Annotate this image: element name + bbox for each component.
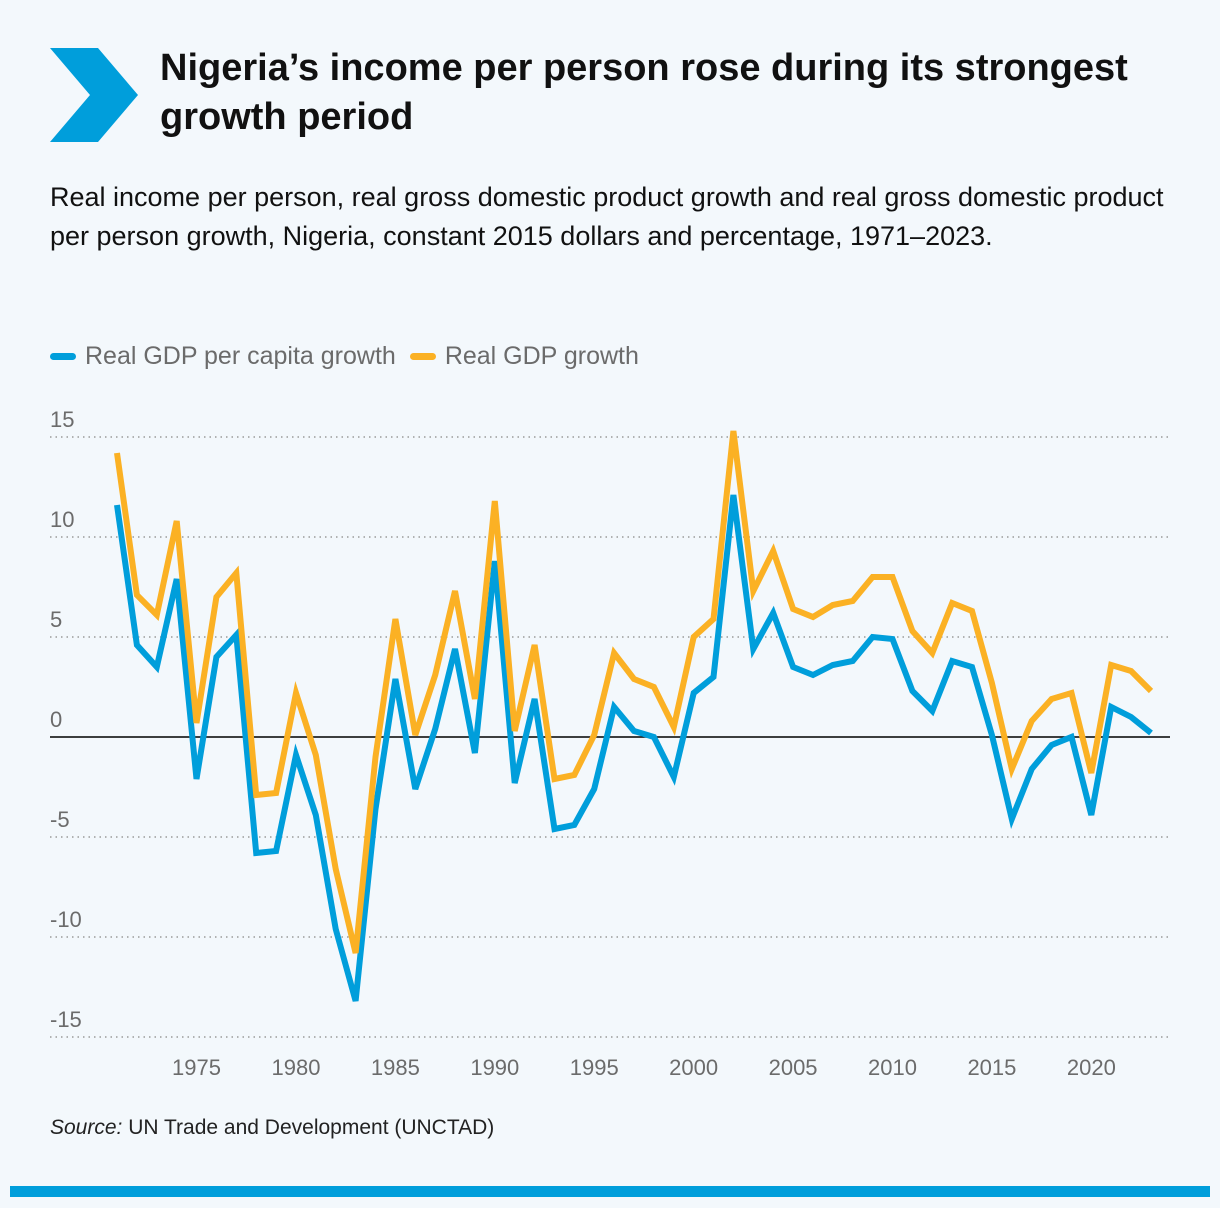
y-tick-label: 10 <box>50 507 74 532</box>
gdp-growth-line <box>114 430 1154 954</box>
chevron-icon <box>50 48 138 142</box>
x-tick-label: 2015 <box>967 1055 1016 1080</box>
source-note: Source: UN Trade and Development (UNCTAD… <box>50 1116 494 1140</box>
legend-label-per-capita: Real GDP per capita growth <box>85 341 396 370</box>
source-label: Source: <box>50 1116 123 1139</box>
y-tick-label: 5 <box>50 607 62 632</box>
source-text: UN Trade and Development (UNCTAD) <box>128 1116 495 1139</box>
legend-label-gdp: Real GDP growth <box>444 341 639 370</box>
chart-title: Nigeria’s income per person rose during … <box>160 47 1128 138</box>
y-tick-label: -15 <box>50 1007 82 1032</box>
x-tick-label: 1985 <box>371 1055 420 1080</box>
bottom-accent-bar <box>10 1186 1210 1197</box>
legend-item-per-capita: Real GDP per capita growth <box>50 342 396 371</box>
y-tick-label: 0 <box>50 707 62 732</box>
x-tick-label: 1975 <box>172 1055 221 1080</box>
legend: Real GDP per capita growth Real GDP grow… <box>50 336 653 376</box>
x-tick-label: 2000 <box>669 1055 718 1080</box>
x-tick-label: 1980 <box>271 1055 320 1080</box>
line-chart: 15 10 5 0 -5 -10 -15 1975 1980 1985 1990 1995 2000 20… <box>50 407 1170 1080</box>
y-tick-label: -10 <box>50 907 82 932</box>
chart-subtitle: Real income per person, real gross domes… <box>50 182 1164 251</box>
x-tick-label: 2005 <box>769 1055 818 1080</box>
legend-swatch-per-capita <box>50 352 76 360</box>
x-tick-label: 2020 <box>1067 1055 1116 1080</box>
x-tick-label: 1990 <box>470 1055 519 1080</box>
legend-item-gdp: Real GDP growth <box>409 341 639 371</box>
x-tick-label: 1995 <box>570 1055 619 1080</box>
y-tick-label: 15 <box>50 407 74 432</box>
x-tick-label: 2010 <box>868 1055 917 1080</box>
legend-swatch-gdp <box>409 352 436 360</box>
per-capita-growth-line <box>114 494 1153 1002</box>
y-tick-label: -5 <box>50 807 70 832</box>
